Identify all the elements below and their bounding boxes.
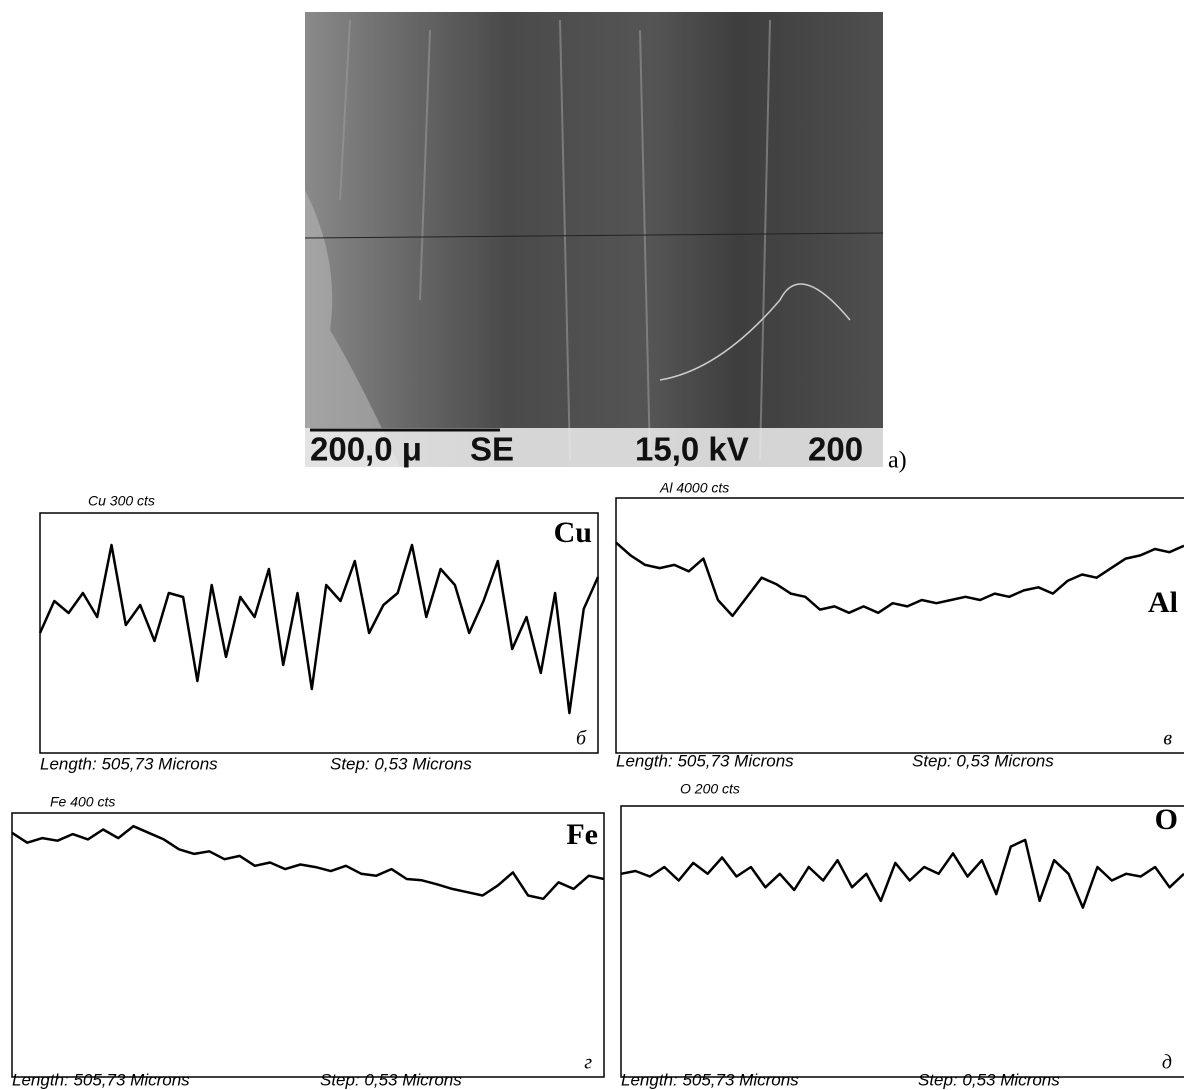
- panel-letter: г: [584, 1052, 592, 1074]
- step-label: Step: 0,53 Microns: [918, 1070, 1060, 1089]
- line-scan: [621, 840, 1184, 908]
- step-label: Step: 0,53 Microns: [912, 751, 1054, 770]
- panel-letter: д: [1162, 1052, 1172, 1074]
- scale-bar: 200,0 μ: [310, 431, 422, 468]
- mode: SE: [470, 431, 514, 468]
- panel-label: a): [888, 448, 907, 474]
- line-scan: [12, 826, 604, 899]
- figure: 200,0 μ SE 15,0 kV 200 a) Cu 300 cts Cu б L…: [0, 0, 1184, 1090]
- element-label: Cu: [554, 516, 592, 549]
- length-label: Length: 505,73 Microns: [621, 1070, 799, 1089]
- length-label: Length: 505,73 Microns: [616, 751, 794, 770]
- line-scan: [40, 545, 598, 713]
- plot-frame: [621, 806, 1184, 1077]
- element-label: Fe: [566, 818, 598, 851]
- voltage: 15,0 kV: [635, 431, 749, 468]
- element-label: O: [1155, 803, 1178, 836]
- sem-image: 200,0 μ SE 15,0 kV 200: [305, 12, 883, 468]
- line-scan: [616, 543, 1184, 616]
- step-label: Step: 0,53 Microns: [330, 754, 472, 773]
- panel-letter: б: [576, 728, 587, 750]
- step-label: Step: 0,53 Microns: [320, 1070, 462, 1089]
- panel-title: O 200 cts: [680, 781, 740, 797]
- panel-title: Al 4000 cts: [659, 480, 729, 496]
- magnification: 200: [808, 431, 863, 468]
- panel-title: Fe 400 cts: [50, 794, 115, 810]
- panel-letter: в: [1163, 728, 1172, 750]
- panel-title: Cu 300 cts: [88, 493, 155, 509]
- plot-frame: [12, 813, 604, 1077]
- length-label: Length: 505,73 Microns: [12, 1070, 190, 1089]
- length-label: Length: 505,73 Microns: [40, 754, 218, 773]
- element-label: Al: [1148, 586, 1178, 619]
- plot-frame: [616, 498, 1184, 753]
